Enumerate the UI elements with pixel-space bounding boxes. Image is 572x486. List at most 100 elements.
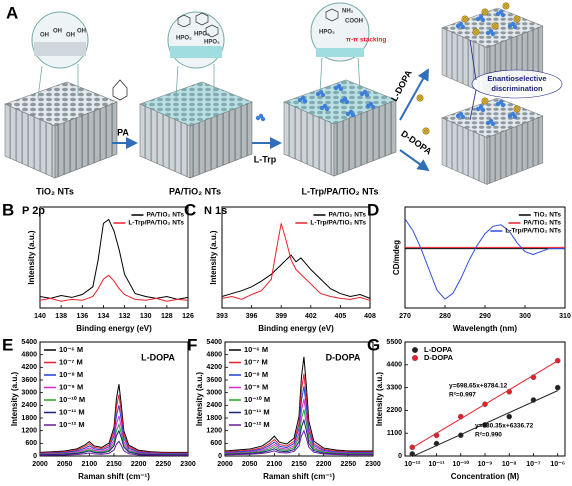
x-tick-label: 2100 (267, 461, 283, 468)
x-tick-label: 2000 (32, 461, 48, 468)
legend-label: 10⁻⁶ M (59, 345, 83, 354)
x-axis-label: Wavelength (nm) (453, 324, 517, 333)
reagent-label: L-Trp (254, 154, 277, 164)
annotation: R²=0.997 (449, 392, 476, 399)
x-tick-label: 2300 (180, 461, 196, 468)
plot-frame (221, 206, 371, 309)
legend-marker (411, 354, 419, 362)
x-axis-label: Binding energy (eV) (76, 324, 152, 333)
callout-text: discrimination (491, 84, 543, 93)
series-line (224, 356, 373, 452)
pa-molecule (112, 79, 128, 101)
group-label: NH₂ (342, 9, 354, 15)
schematic: A OH OH OH OH TiO₂ NTs PA HPO₃ HPO₃ HPO₃… (4, 2, 563, 196)
y-tick-label: 1200 (21, 428, 37, 435)
y-axis-label: Intensity (a.u.) (10, 372, 19, 427)
x-tick-label: 10⁻⁸ (502, 461, 517, 468)
y-tick-label: 600 (210, 440, 222, 447)
legend-label: D-DOPA (424, 353, 454, 362)
x-tick-label: 408 (364, 313, 376, 320)
callout-line (469, 39, 477, 81)
surface (170, 46, 222, 58)
x-tick-label: 2150 (291, 461, 307, 468)
x-tick-label: 2250 (156, 461, 172, 468)
y-tick-label: 600 (25, 440, 37, 447)
y-tick-label: 1800 (21, 415, 37, 422)
series-line (224, 429, 373, 456)
y-axis-label: Intensity (a.u.) (375, 372, 384, 427)
x-tick-label: 140 (34, 313, 46, 320)
y-tick-label: 3300 (386, 384, 402, 391)
legend-label: PA/TiO₂ NTs (146, 212, 184, 219)
group-label: OH (53, 29, 62, 35)
y-tick-label: 2200 (386, 407, 402, 414)
x-tick-label: 136 (76, 313, 88, 320)
group-label: HPO₃ (176, 36, 192, 42)
chart-panel: G 10⁻¹² 10⁻¹¹ 10⁻¹⁰ 10⁻⁹ 10⁻⁸ 10⁻⁷ 10⁻⁶ 0 1100 220… (367, 335, 566, 481)
series-line (224, 398, 373, 454)
series-line (39, 440, 188, 456)
panel-label: D (367, 200, 379, 219)
substrate-block (441, 97, 544, 185)
series-line (221, 254, 371, 299)
arrow (399, 68, 429, 121)
ring (325, 8, 339, 22)
legend-label: 10⁻¹¹ M (59, 407, 85, 416)
trp-icon (255, 113, 266, 122)
y-tick-label: 1200 (206, 428, 222, 435)
series-line (39, 274, 189, 302)
x-tick-label: 138 (55, 313, 67, 320)
zoom-line (319, 57, 323, 93)
x-tick-label: 393 (216, 313, 228, 320)
panel-label: A (6, 3, 18, 22)
x-axis-label: Raman shift (cm⁻¹) (263, 472, 335, 481)
series-line (39, 218, 189, 300)
data-point (457, 413, 464, 420)
series-line (224, 386, 373, 454)
group-label: HPO₃ (204, 40, 220, 46)
x-tick-label: 2000 (217, 461, 233, 468)
x-tick-label: 402 (305, 313, 317, 320)
panel-label: G (367, 335, 380, 354)
legend-label: 10⁻¹² M (59, 420, 85, 429)
x-tick-label: 126 (182, 313, 194, 320)
y-tick-label: 2400 (21, 402, 37, 409)
surface (34, 42, 86, 56)
x-tick-label: 290 (479, 313, 491, 320)
legend-label: PA/TiO₂ NTs (523, 220, 561, 227)
x-axis-label: Concentration (M) (451, 472, 520, 481)
x-tick-label: 10⁻¹¹ (428, 461, 445, 468)
coating (140, 82, 252, 126)
chart-panel: B P 2p 140 138 136 134 132 130 128 126 Binding ene… (2, 200, 194, 333)
legend-label: 10⁻⁸ M (59, 370, 83, 379)
data-point (409, 444, 416, 451)
chart-panel: E 2000 2050 2100 2150 2200 2250 2300 0 600 1200 180… (2, 335, 196, 481)
group-label: HPO₃ (319, 30, 335, 36)
panel-label: B (2, 200, 14, 219)
y-tick-label: 5400 (206, 339, 222, 346)
group-label: HPO₃ (194, 32, 210, 38)
annotation: D-DOPA (326, 352, 361, 362)
dopa-icon (422, 127, 430, 135)
legend-label: 10⁻⁶ M (244, 345, 268, 354)
x-tick-label: 310 (559, 313, 571, 320)
x-tick-label: 2100 (82, 461, 98, 468)
substrate-block (4, 81, 118, 179)
ring (205, 24, 219, 38)
data-point (457, 432, 464, 439)
x-tick-label: 2200 (131, 461, 147, 468)
callout-text: Enantioselective (487, 74, 546, 83)
surface (316, 48, 364, 57)
ring (177, 14, 191, 28)
legend-label: L-DOPA (424, 345, 453, 354)
legend-marker (411, 346, 419, 354)
x-tick-label: 128 (161, 313, 173, 320)
data-point (530, 374, 537, 381)
zoom-line (37, 65, 43, 99)
x-tick-label: 134 (98, 313, 110, 320)
annotation: y=530.35x+6336.72 (475, 423, 534, 430)
x-tick-label: 280 (439, 313, 451, 320)
y-tick-label: 4800 (21, 352, 37, 359)
legend-label: 10⁻¹¹ M (244, 407, 270, 416)
y-tick-label: 0 (33, 453, 37, 460)
